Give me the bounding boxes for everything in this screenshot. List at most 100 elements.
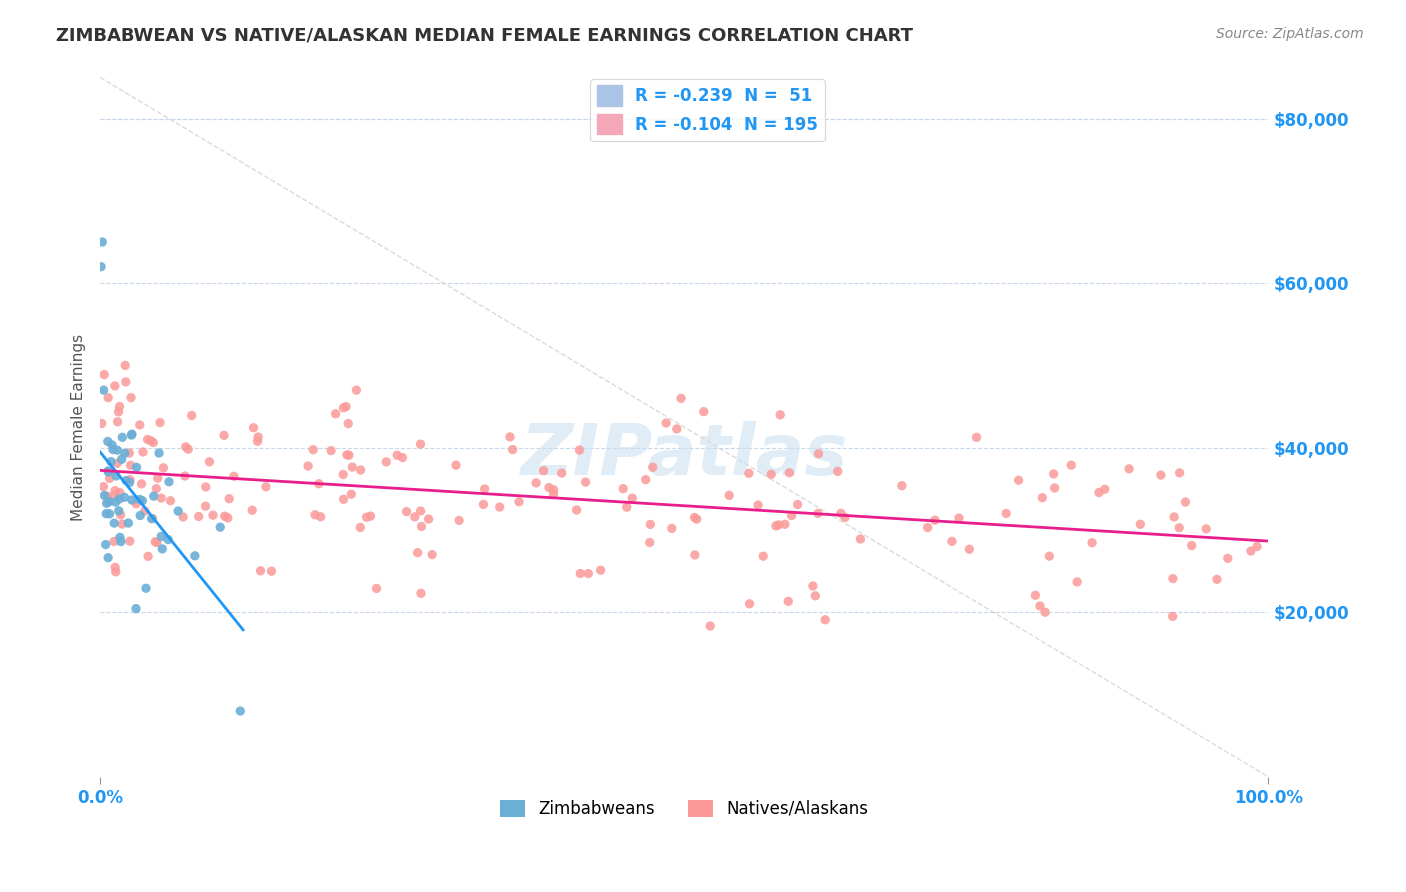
Point — [150, 529, 173, 543]
Point — [411, 519, 433, 533]
Point — [574, 475, 596, 490]
Point — [97, 434, 120, 449]
Point — [217, 511, 239, 525]
Point — [718, 488, 741, 502]
Point — [655, 416, 678, 430]
Point — [96, 507, 118, 521]
Point — [212, 428, 235, 442]
Point — [308, 476, 330, 491]
Point — [125, 497, 148, 511]
Point — [104, 483, 127, 498]
Point — [336, 448, 359, 462]
Point — [136, 549, 159, 564]
Point — [1195, 522, 1218, 536]
Point — [924, 513, 946, 527]
Point — [409, 437, 432, 451]
Point — [693, 405, 716, 419]
Point — [93, 368, 115, 382]
Point — [90, 260, 112, 274]
Point — [1060, 458, 1083, 472]
Point — [533, 464, 555, 478]
Point — [222, 469, 245, 483]
Point — [108, 530, 131, 544]
Point — [1181, 539, 1204, 553]
Point — [827, 464, 849, 478]
Point — [366, 582, 388, 596]
Point — [1118, 462, 1140, 476]
Point — [134, 504, 156, 518]
Point — [149, 416, 172, 430]
Point — [1240, 544, 1263, 558]
Point — [565, 503, 588, 517]
Point — [612, 482, 634, 496]
Point — [1031, 491, 1053, 505]
Point — [669, 392, 692, 406]
Point — [240, 503, 263, 517]
Point — [1216, 551, 1239, 566]
Point — [640, 517, 662, 532]
Point — [131, 476, 153, 491]
Point — [1043, 481, 1066, 495]
Point — [107, 405, 129, 419]
Text: Source: ZipAtlas.com: Source: ZipAtlas.com — [1216, 27, 1364, 41]
Point — [488, 500, 510, 514]
Point — [641, 460, 664, 475]
Point — [107, 504, 129, 518]
Point — [449, 513, 471, 527]
Point — [395, 505, 418, 519]
Point — [360, 509, 382, 524]
Point — [114, 359, 136, 373]
Point — [148, 446, 170, 460]
Point — [142, 489, 165, 503]
Point — [349, 520, 371, 534]
Point — [141, 511, 163, 525]
Point — [194, 499, 217, 513]
Point — [152, 460, 174, 475]
Point — [297, 458, 319, 473]
Point — [131, 493, 153, 508]
Point — [325, 407, 347, 421]
Point — [180, 409, 202, 423]
Point — [1038, 549, 1060, 563]
Point — [761, 467, 783, 482]
Point — [108, 491, 131, 506]
Point — [177, 442, 200, 457]
Point — [139, 434, 162, 448]
Point — [105, 469, 128, 483]
Point — [801, 579, 824, 593]
Point — [132, 445, 155, 459]
Point — [550, 466, 572, 480]
Point — [209, 520, 232, 534]
Point — [616, 500, 638, 515]
Point — [129, 508, 152, 523]
Point — [332, 467, 354, 482]
Point — [120, 391, 142, 405]
Point — [807, 447, 830, 461]
Point — [103, 534, 125, 549]
Point — [768, 517, 790, 532]
Point — [576, 566, 599, 581]
Point — [409, 504, 432, 518]
Point — [995, 507, 1018, 521]
Point — [807, 507, 830, 521]
Point — [172, 510, 194, 524]
Point — [136, 433, 159, 447]
Point — [1174, 495, 1197, 509]
Point — [335, 400, 357, 414]
Point — [621, 491, 644, 505]
Point — [125, 601, 148, 615]
Point — [1161, 572, 1184, 586]
Point — [1081, 535, 1104, 549]
Point — [569, 566, 592, 581]
Point — [174, 440, 197, 454]
Point — [738, 597, 761, 611]
Point — [472, 497, 495, 511]
Point — [1168, 521, 1191, 535]
Point — [249, 564, 271, 578]
Point — [118, 475, 141, 490]
Point — [765, 519, 787, 533]
Point — [418, 512, 440, 526]
Point — [135, 581, 157, 595]
Point — [1206, 573, 1229, 587]
Point — [337, 448, 360, 462]
